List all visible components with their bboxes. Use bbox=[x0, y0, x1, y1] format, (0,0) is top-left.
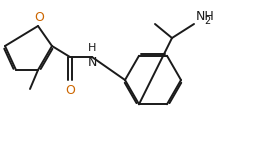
Text: N: N bbox=[87, 57, 97, 69]
Text: 2: 2 bbox=[205, 16, 211, 26]
Text: H: H bbox=[88, 43, 96, 53]
Text: NH: NH bbox=[196, 10, 215, 23]
Text: O: O bbox=[65, 84, 75, 97]
Text: O: O bbox=[34, 11, 44, 24]
